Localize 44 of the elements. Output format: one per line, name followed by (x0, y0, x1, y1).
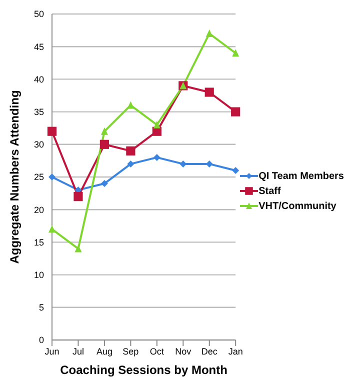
point (48, 174, 56, 180)
x-tick-label: Jul (72, 346, 84, 356)
y-tick-label: 40 (34, 74, 44, 84)
point (153, 154, 160, 161)
point (126, 146, 136, 156)
legend-label: QI Team Members (258, 170, 344, 182)
x-tick-label: Nov (175, 346, 192, 356)
x-tick-label: Jan (228, 346, 243, 356)
x-tick-label: Jun (44, 346, 60, 356)
point (231, 107, 240, 116)
point (100, 140, 110, 149)
y-tick-label: 20 (34, 204, 44, 215)
point (232, 49, 240, 57)
point (100, 180, 108, 188)
point (180, 160, 187, 168)
point (206, 160, 213, 168)
y-tick-label: 25 (34, 172, 44, 182)
y-tick-label: 50 (34, 9, 44, 20)
point (74, 192, 83, 202)
y-tick-label: 10 (34, 270, 44, 280)
point (48, 225, 56, 233)
y-tick-label: 5 (38, 302, 44, 313)
point (232, 166, 240, 174)
point (47, 126, 57, 136)
point (206, 30, 213, 38)
point (100, 127, 108, 135)
x-tick-label: Aug (96, 346, 112, 356)
point (127, 101, 134, 109)
y-axis-title: Aggregate Numbers Attending (7, 90, 22, 264)
point (153, 120, 160, 128)
x-tick-label: Oct (150, 346, 164, 356)
x-tick-label: Dec (201, 346, 218, 356)
x-axis-title: Coaching Sessions by Month (60, 363, 228, 377)
y-tick-label: 30 (34, 140, 44, 150)
point (127, 160, 134, 168)
point (204, 88, 214, 97)
y-tick-label: 35 (34, 106, 44, 117)
legend-label: VHT/Community (258, 200, 336, 212)
point (74, 244, 82, 252)
legend-label: Staff (258, 186, 281, 196)
y-tick-label: 0 (38, 335, 44, 346)
y-tick-label: 45 (34, 42, 44, 52)
x-tick-label: Sep (122, 346, 139, 356)
y-tick-label: 15 (34, 237, 44, 248)
